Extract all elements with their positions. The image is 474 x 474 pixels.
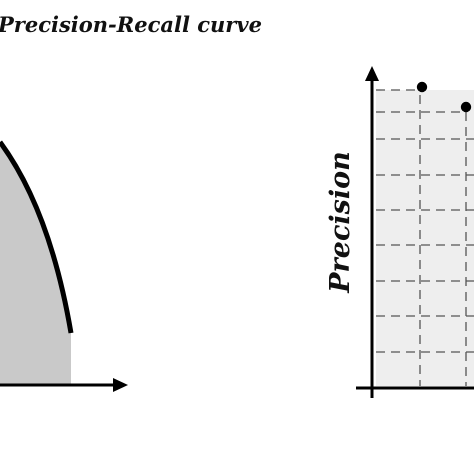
- figure-title: Precision-Recall curve: [0, 12, 262, 37]
- right-y-axis-arrowhead: [365, 66, 379, 81]
- precision-recall-curve: [0, 140, 74, 334]
- vertical-gridlines: [419, 95, 467, 386]
- right-panel: Precision: [325, 66, 474, 398]
- horizontal-gridlines: [376, 89, 474, 353]
- left-x-axis-arrowhead: [113, 378, 128, 392]
- pr-point-1: [416, 81, 428, 93]
- right-y-axis-label: Precision: [325, 151, 356, 294]
- grid-area: [376, 90, 474, 386]
- area-under-curve: [0, 142, 71, 385]
- pr-point-2: [460, 101, 472, 113]
- left-panel: [0, 140, 128, 392]
